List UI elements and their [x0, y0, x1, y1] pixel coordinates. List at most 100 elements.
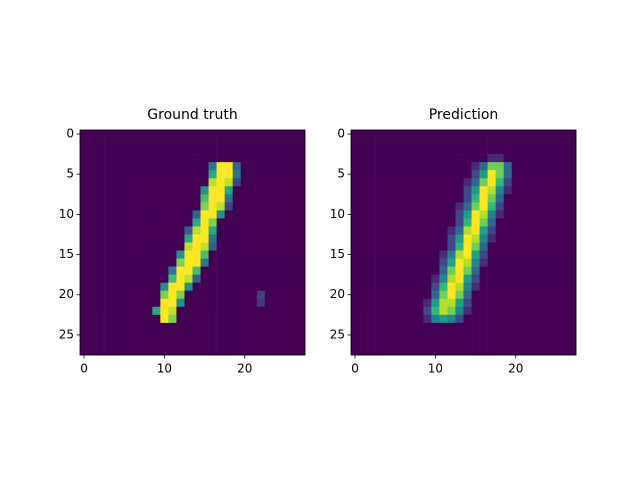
- cell: [351, 162, 360, 171]
- cell: [192, 146, 201, 155]
- cell: [519, 218, 529, 227]
- cell: [144, 306, 153, 316]
- cell: [112, 218, 121, 227]
- cell: [104, 218, 113, 227]
- cell: [471, 322, 480, 332]
- cell: [367, 202, 376, 211]
- cell: [224, 202, 233, 211]
- cell: [280, 170, 290, 179]
- cell: [463, 162, 472, 171]
- cell: [559, 274, 569, 283]
- cell: [184, 346, 193, 356]
- cell: [551, 130, 561, 139]
- cell: [280, 194, 290, 203]
- cell: [248, 130, 258, 139]
- cell: [104, 130, 113, 139]
- cell: [192, 314, 201, 324]
- cell: [423, 178, 432, 187]
- cell: [551, 170, 561, 179]
- cell: [351, 218, 360, 227]
- cell: [128, 154, 137, 163]
- cell: [519, 146, 529, 155]
- cell: [415, 290, 424, 300]
- cell: [551, 258, 561, 267]
- cell: [224, 234, 233, 243]
- cell: [535, 202, 545, 211]
- cell: [375, 258, 384, 267]
- cell: [152, 178, 161, 187]
- cell: [96, 274, 105, 283]
- cell: [447, 314, 456, 324]
- cell: [208, 226, 217, 235]
- cell: [88, 330, 97, 340]
- cell: [200, 290, 209, 300]
- cell: [120, 178, 129, 187]
- cell: [168, 186, 177, 195]
- cell: [120, 266, 129, 275]
- cell: [192, 170, 201, 179]
- cell: [208, 186, 217, 195]
- cell: [248, 250, 258, 259]
- cell: [399, 266, 408, 275]
- cell: [280, 162, 290, 171]
- cell: [256, 154, 266, 163]
- cell: [120, 282, 129, 292]
- cell: [471, 170, 480, 179]
- cell: [104, 170, 113, 179]
- cell: [256, 258, 266, 267]
- cell: [136, 298, 145, 308]
- cell: [128, 138, 137, 147]
- x-tick-label: 10: [428, 362, 443, 376]
- cell: [256, 226, 266, 235]
- cell: [80, 242, 89, 251]
- cell: [527, 170, 537, 179]
- cell: [567, 194, 577, 203]
- cell: [399, 154, 408, 163]
- cell: [503, 186, 513, 195]
- cell: [431, 130, 440, 139]
- cell: [455, 338, 464, 348]
- cell: [160, 186, 169, 195]
- cell: [359, 290, 368, 300]
- cell: [96, 330, 105, 340]
- cell: [447, 266, 456, 275]
- cell: [264, 178, 274, 187]
- cell: [511, 282, 521, 292]
- cell: [208, 242, 217, 251]
- cell: [383, 306, 392, 316]
- cell: [527, 290, 537, 300]
- cell: [80, 154, 89, 163]
- cell: [248, 178, 258, 187]
- cell: [184, 282, 193, 292]
- cell: [120, 346, 129, 356]
- cell: [503, 226, 513, 235]
- cell: [487, 218, 496, 227]
- cell: [248, 194, 258, 203]
- cell: [136, 290, 145, 300]
- cell: [160, 298, 169, 308]
- cell: [519, 170, 529, 179]
- cell: [232, 322, 242, 332]
- cell: [407, 306, 416, 316]
- cell: [272, 338, 282, 348]
- cell: [543, 162, 553, 171]
- cell: [407, 194, 416, 203]
- cell: [80, 322, 89, 332]
- cell: [503, 314, 513, 324]
- cell: [88, 178, 97, 187]
- cell: [439, 338, 448, 348]
- cell: [511, 170, 521, 179]
- cell: [144, 178, 153, 187]
- cell: [567, 330, 577, 340]
- cell: [567, 154, 577, 163]
- cell: [256, 338, 266, 348]
- cell: [184, 330, 193, 340]
- cell: [535, 170, 545, 179]
- cell: [391, 186, 400, 195]
- cell: [104, 186, 113, 195]
- cell: [367, 170, 376, 179]
- cell: [88, 226, 97, 235]
- cell: [176, 154, 185, 163]
- cell: [160, 170, 169, 179]
- cell: [383, 186, 392, 195]
